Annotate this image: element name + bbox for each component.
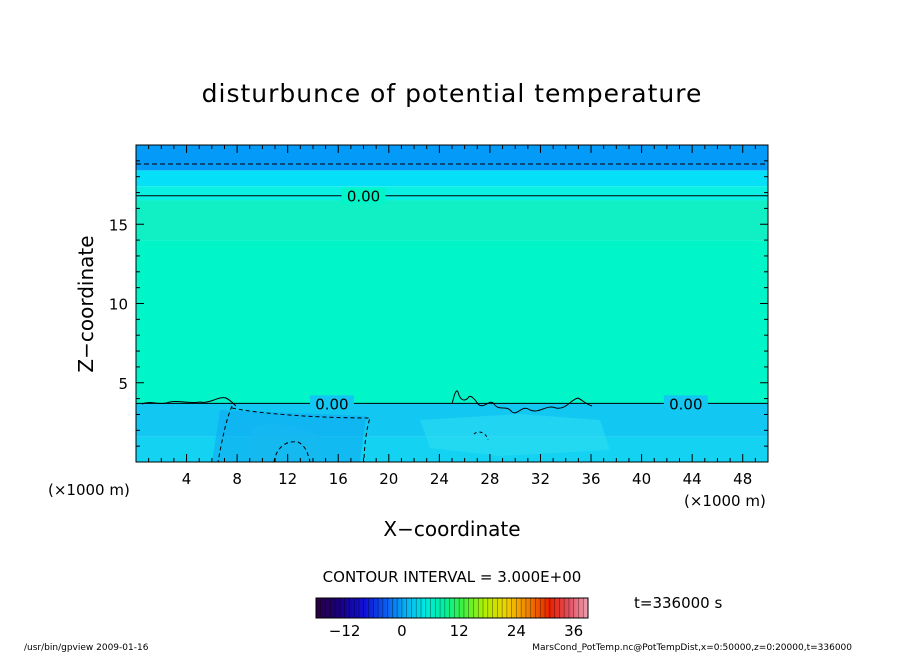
dashed-contour: [217, 405, 233, 462]
colorbar-tick-label: 0: [397, 622, 407, 640]
x-tick-label: 32: [531, 470, 550, 488]
anomaly-patch: [420, 414, 610, 456]
color-band: [136, 145, 768, 171]
contour-label: 0.00: [315, 395, 348, 413]
x-tick-label: 12: [278, 470, 297, 488]
time-label: t=336000 s: [634, 594, 722, 612]
contour-label: 0.00: [669, 395, 702, 413]
contour-wiggle: [451, 390, 593, 414]
y-axis-label: Z−coordinate: [74, 235, 98, 372]
contour-lines: 0.00 0.00 0.00: [136, 163, 768, 413]
colorbar-fill: [316, 598, 588, 618]
contour-label-bg: [341, 187, 386, 204]
footer-left: /usr/bin/gpview 2009-01-16: [24, 643, 149, 653]
anomaly-patch: [250, 424, 320, 462]
colorbar-tick-label: −12: [329, 622, 361, 640]
contour-interval: CONTOUR INTERVAL = 3.000E+00: [323, 568, 582, 586]
x-tick-label: 8: [232, 470, 242, 488]
x-unit-left: (×1000 m): [48, 481, 130, 499]
x-axis-label: X−coordinate: [383, 517, 520, 541]
colorbar-tick-label: 24: [507, 622, 526, 640]
dashed-contour: [473, 431, 489, 441]
x-tick-label: 24: [430, 470, 449, 488]
footer-right: MarsCond_PotTemp.nc@PotTempDist,x=0:5000…: [532, 643, 852, 653]
dashed-contour: [273, 441, 311, 462]
chart-title: disturbunce of potential temperature: [202, 79, 703, 108]
contour-label-bg: [309, 395, 354, 412]
y-tick-label: 5: [118, 375, 128, 393]
color-band: [136, 186, 768, 201]
x-tick-label: 16: [329, 470, 348, 488]
x-tick-label: 48: [733, 470, 752, 488]
y-tick-label: 10: [109, 296, 128, 314]
color-band: [136, 240, 768, 404]
contour-label-bg: [663, 395, 708, 412]
x-unit-right: (×1000 m): [684, 492, 766, 510]
x-tick-label: 40: [632, 470, 651, 488]
x-tick-label: 36: [581, 470, 600, 488]
x-tick-label: 4: [182, 470, 192, 488]
x-tick-label: 44: [683, 470, 702, 488]
x-tick-label: 20: [379, 470, 398, 488]
colorbar-ticks: −12 0 12 24 36: [329, 622, 583, 640]
contour-label: 0.00: [347, 188, 380, 206]
colorbar-stripes: [320, 598, 584, 618]
plot-area: 0.00 0.00 0.00: [136, 145, 768, 462]
color-bands: [136, 145, 768, 462]
color-band: [136, 200, 768, 241]
colorbar-tick-label: 12: [450, 622, 469, 640]
colorbar-tick-label: 36: [564, 622, 583, 640]
color-band: [136, 170, 768, 187]
y-tick-label: 15: [109, 216, 128, 234]
colorbar-frame: [315, 597, 589, 619]
x-tick-label: 28: [480, 470, 499, 488]
lower-anomaly-patches: [212, 410, 610, 462]
colorbar: −12 0 12 24 36: [315, 597, 589, 640]
